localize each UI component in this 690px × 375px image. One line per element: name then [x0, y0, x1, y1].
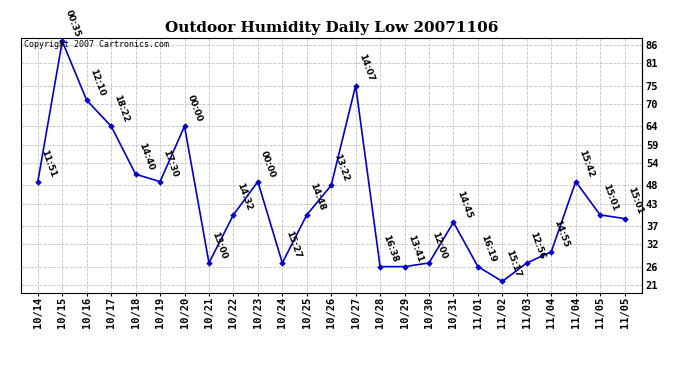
Text: 14:48: 14:48 [308, 182, 326, 212]
Text: 16:19: 16:19 [480, 234, 497, 264]
Text: 11:51: 11:51 [39, 149, 57, 179]
Text: 13:41: 13:41 [406, 234, 424, 264]
Text: 00:35: 00:35 [63, 9, 82, 38]
Text: 14:07: 14:07 [357, 53, 375, 83]
Text: 15:01: 15:01 [602, 182, 620, 212]
Text: 14:32: 14:32 [235, 182, 253, 212]
Text: Copyright 2007 Cartronics.com: Copyright 2007 Cartronics.com [23, 40, 169, 49]
Text: 15:27: 15:27 [284, 230, 302, 260]
Text: 12:56: 12:56 [528, 230, 546, 260]
Text: 15:17: 15:17 [504, 249, 522, 279]
Text: 12:00: 12:00 [431, 230, 448, 260]
Text: 18:22: 18:22 [112, 93, 131, 123]
Title: Outdoor Humidity Daily Low 20071106: Outdoor Humidity Daily Low 20071106 [164, 21, 498, 35]
Text: 12:10: 12:10 [88, 68, 106, 98]
Text: 14:45: 14:45 [455, 189, 473, 219]
Text: 17:30: 17:30 [161, 149, 179, 179]
Text: 00:00: 00:00 [186, 94, 204, 123]
Text: 13:00: 13:00 [210, 230, 228, 260]
Text: 14:40: 14:40 [137, 141, 155, 171]
Text: 16:38: 16:38 [382, 234, 400, 264]
Text: 15:01: 15:01 [626, 186, 644, 216]
Text: 15:42: 15:42 [577, 149, 595, 179]
Text: 13:22: 13:22 [333, 153, 351, 183]
Text: 14:55: 14:55 [553, 219, 571, 249]
Text: 00:00: 00:00 [259, 149, 277, 179]
